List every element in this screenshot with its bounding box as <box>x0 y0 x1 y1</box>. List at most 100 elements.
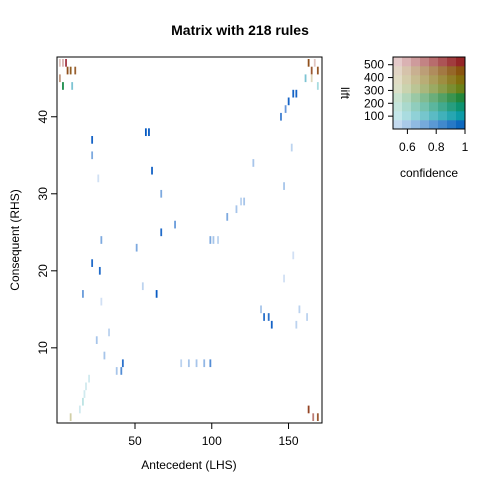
rule-cell <box>226 213 229 221</box>
rule-cell <box>108 328 110 337</box>
rule-cell <box>260 305 262 314</box>
rule-cell <box>295 89 298 98</box>
legend-swatch <box>411 57 421 67</box>
rule-cell <box>82 290 84 298</box>
rule-cell <box>144 128 147 137</box>
legend-swatch <box>429 93 439 103</box>
legend-swatch <box>447 120 457 130</box>
rule-cell <box>69 413 72 421</box>
rule-cell <box>91 259 94 267</box>
legend-swatch <box>393 93 403 103</box>
y-axis-label: Consequent (RHS) <box>8 189 22 290</box>
legend-swatch <box>393 57 403 67</box>
rule-cell <box>85 382 87 391</box>
legend-swatch <box>420 102 430 112</box>
rule-cell <box>209 359 212 368</box>
rule-cell <box>95 336 98 344</box>
legend-swatch <box>393 66 403 76</box>
legend-swatch <box>429 66 439 76</box>
rule-cell <box>287 97 290 106</box>
legend-swatch <box>456 57 466 67</box>
x-tick-label: 50 <box>128 434 142 448</box>
legend-swatch <box>411 102 421 112</box>
legend-swatch <box>438 57 448 67</box>
legend-x-tick-label: 1 <box>462 140 469 154</box>
legend-swatch <box>447 84 457 94</box>
legend-swatch <box>411 84 421 94</box>
rule-cell <box>270 320 273 329</box>
legend-swatch <box>447 102 457 112</box>
rule-cell <box>62 82 64 90</box>
legend-swatch <box>411 75 421 85</box>
legend-y-tick-label: 400 <box>364 71 384 85</box>
rule-cell <box>83 390 86 398</box>
matrix-cells <box>59 59 319 421</box>
legend-swatch <box>411 120 421 130</box>
legend-swatch <box>411 111 421 121</box>
legend-color-grid <box>393 57 466 130</box>
legend-swatch <box>393 102 403 112</box>
legend-swatch <box>402 120 412 130</box>
x-axis-label: Antecedent (LHS) <box>141 458 236 472</box>
legend-swatch <box>420 93 430 103</box>
legend-swatch <box>429 120 439 130</box>
rule-cell <box>103 351 106 360</box>
y-axis-ticks: 10 20 30 40 <box>36 110 57 355</box>
rule-cell <box>312 413 315 421</box>
legend-swatch <box>393 84 403 94</box>
legend-swatch <box>402 75 412 85</box>
legend-x-ticks: 0.6 0.8 1 <box>399 129 469 154</box>
rule-cell <box>316 82 319 90</box>
legend-y-tick-label: 300 <box>364 83 384 97</box>
rule-cell <box>78 405 81 414</box>
legend-swatch <box>456 120 466 130</box>
legend-frame <box>392 56 466 130</box>
rule-cell <box>263 313 265 321</box>
y-tick-label: 20 <box>36 264 50 278</box>
x-tick-label: 150 <box>279 434 299 448</box>
legend-swatch <box>402 93 412 103</box>
x-axis-ticks: 50 100 150 <box>128 423 299 448</box>
rule-cell <box>313 59 316 67</box>
rule-cell <box>283 182 285 190</box>
y-tick-label: 10 <box>36 341 50 355</box>
rule-cell <box>160 189 163 198</box>
rule-cell <box>66 66 69 75</box>
rule-cell <box>91 151 94 160</box>
rule-cell <box>307 405 310 414</box>
legend-swatch <box>438 120 448 130</box>
legend-swatch <box>429 75 439 85</box>
legend-x-label: confidence <box>400 166 458 180</box>
rule-cell <box>62 59 64 67</box>
rule-cell <box>306 313 308 321</box>
rule-cell <box>100 236 103 244</box>
rule-cell <box>316 66 319 75</box>
legend-swatch <box>429 57 439 67</box>
legend-swatch <box>456 75 466 85</box>
chart-title: Matrix with 218 rules <box>171 22 309 38</box>
legend-swatch <box>402 57 412 67</box>
rule-cell <box>59 74 61 83</box>
legend-swatch <box>402 66 412 76</box>
rule-cell <box>284 105 287 113</box>
rule-cell <box>307 59 310 67</box>
rule-cell <box>174 220 176 229</box>
legend-swatch <box>447 75 457 85</box>
legend-y-tick-label: 200 <box>364 96 384 110</box>
y-tick-label: 30 <box>36 187 50 201</box>
rule-cell <box>316 413 319 421</box>
rule-cell <box>88 374 90 383</box>
rule-cell <box>212 236 215 244</box>
legend-swatch <box>456 66 466 76</box>
rule-cell <box>180 359 183 368</box>
rule-cell <box>310 66 313 75</box>
rule-cell <box>235 205 238 214</box>
rule-cell <box>71 82 74 90</box>
legend-swatch <box>456 111 466 121</box>
legend-swatch <box>420 84 430 94</box>
rule-cell <box>298 305 301 314</box>
legend-swatch <box>456 84 466 94</box>
legend-swatch <box>411 93 421 103</box>
legend-swatch <box>447 93 457 103</box>
